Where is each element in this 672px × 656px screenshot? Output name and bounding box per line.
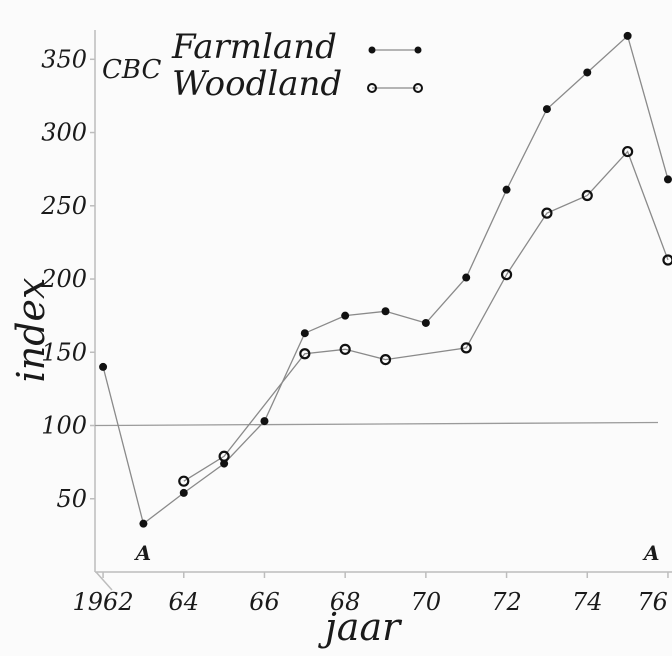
data-point-farmland [220,459,229,468]
data-point-farmland [462,273,471,282]
y-tick-label: 250 [40,192,87,220]
data-point-farmland [381,307,390,316]
annotation-marker: A [134,541,152,565]
reference-line-layer [94,421,659,427]
y-tick-label: 150 [41,338,87,366]
data-point-farmland [300,329,309,338]
data-point-woodland [662,254,672,266]
data-point-farmland [260,417,269,426]
legend: CBC Farmland Woodland [102,27,423,104]
series-line-farmland [102,34,669,525]
data-point-woodland [178,475,190,487]
data-point-farmland [179,488,188,497]
x-tick-label: 66 [249,588,280,616]
legend-label-woodland: Woodland [172,64,342,104]
legend-label-farmland: Farmland [171,27,337,67]
data-point-woodland [622,145,634,158]
y-axis-ticks: 50 100 150 200 250 300 350 [40,45,95,513]
data-point-farmland [421,318,430,327]
x-tick-label: 72 [491,588,522,616]
reference-line [94,421,659,427]
data-point-farmland [663,175,672,184]
x-axis-ticks: 1962 64 66 68 70 72 74 76 [73,572,669,616]
data-point-woodland [581,189,593,202]
legend-marker-farmland [368,46,376,54]
y-axis-title: index [9,278,53,383]
x-tick-label: 1962 [73,588,134,616]
annotation-marker: A [642,541,660,565]
legend-marker-farmland [414,46,422,54]
data-point-farmland [583,68,592,77]
y-tick-label: 50 [56,485,87,513]
data-point-woodland [339,343,351,355]
series-layer [99,31,672,528]
data-point-farmland [99,362,108,371]
series-line-woodland [183,150,669,482]
x-tick-label: 64 [168,588,199,616]
x-tick-label: 76 [637,588,668,616]
x-tick-label: 74 [572,588,603,616]
data-point-woodland [541,207,553,219]
data-point-farmland [502,185,511,194]
y-tick-label: 350 [41,45,87,73]
x-tick-label: 68 [330,588,361,616]
legend-group-label: CBC [102,55,161,85]
y-tick-label: 100 [41,412,87,440]
data-point-farmland [623,31,632,40]
data-point-farmland [341,311,350,320]
data-point-woodland [379,353,392,366]
x-tick-label: 70 [411,588,442,616]
data-point-farmland [542,105,551,114]
data-point-woodland [218,450,230,462]
y-tick-label: 200 [40,265,87,293]
data-point-woodland [500,269,513,281]
data-point-woodland [299,348,311,360]
data-point-farmland [139,519,148,528]
y-tick-label: 300 [41,119,87,147]
legend-marker-woodland [367,83,377,93]
legend-marker-woodland [413,83,423,93]
data-point-woodland [460,342,472,354]
x-axis-title: jaar [318,605,403,649]
y-axis-tail [95,571,113,591]
